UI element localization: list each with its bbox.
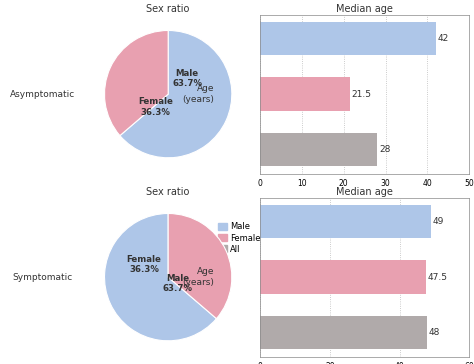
Text: 21.5: 21.5 (352, 90, 372, 99)
Title: Sex ratio: Sex ratio (146, 4, 190, 14)
Text: 28: 28 (379, 145, 390, 154)
Bar (260, 205, 431, 238)
Text: 49: 49 (432, 217, 444, 226)
Y-axis label: Age
(years): Age (years) (182, 268, 214, 287)
Text: 47.5: 47.5 (427, 273, 447, 282)
Text: Symptomatic: Symptomatic (13, 273, 73, 282)
Title: Median age: Median age (336, 4, 393, 14)
Text: Female
36.3%: Female 36.3% (127, 255, 162, 274)
Text: Male
63.7%: Male 63.7% (163, 274, 193, 293)
Bar (260, 78, 350, 111)
Text: Asymptomatic: Asymptomatic (10, 90, 75, 99)
Legend: Male, Female, All: Male, Female, All (219, 222, 260, 254)
Bar (260, 22, 436, 55)
Text: 42: 42 (438, 34, 449, 43)
Wedge shape (168, 214, 232, 318)
Wedge shape (105, 214, 217, 341)
Bar (260, 261, 426, 294)
Y-axis label: Age
(years): Age (years) (182, 84, 214, 104)
Bar (260, 133, 377, 166)
Wedge shape (120, 31, 232, 158)
Text: Female
36.3%: Female 36.3% (138, 97, 173, 116)
Title: Sex ratio: Sex ratio (146, 187, 190, 197)
Bar (260, 316, 428, 349)
Wedge shape (105, 31, 168, 136)
Title: Median age: Median age (336, 187, 393, 197)
Text: Male
63.7%: Male 63.7% (172, 68, 202, 88)
Text: 48: 48 (429, 328, 440, 337)
